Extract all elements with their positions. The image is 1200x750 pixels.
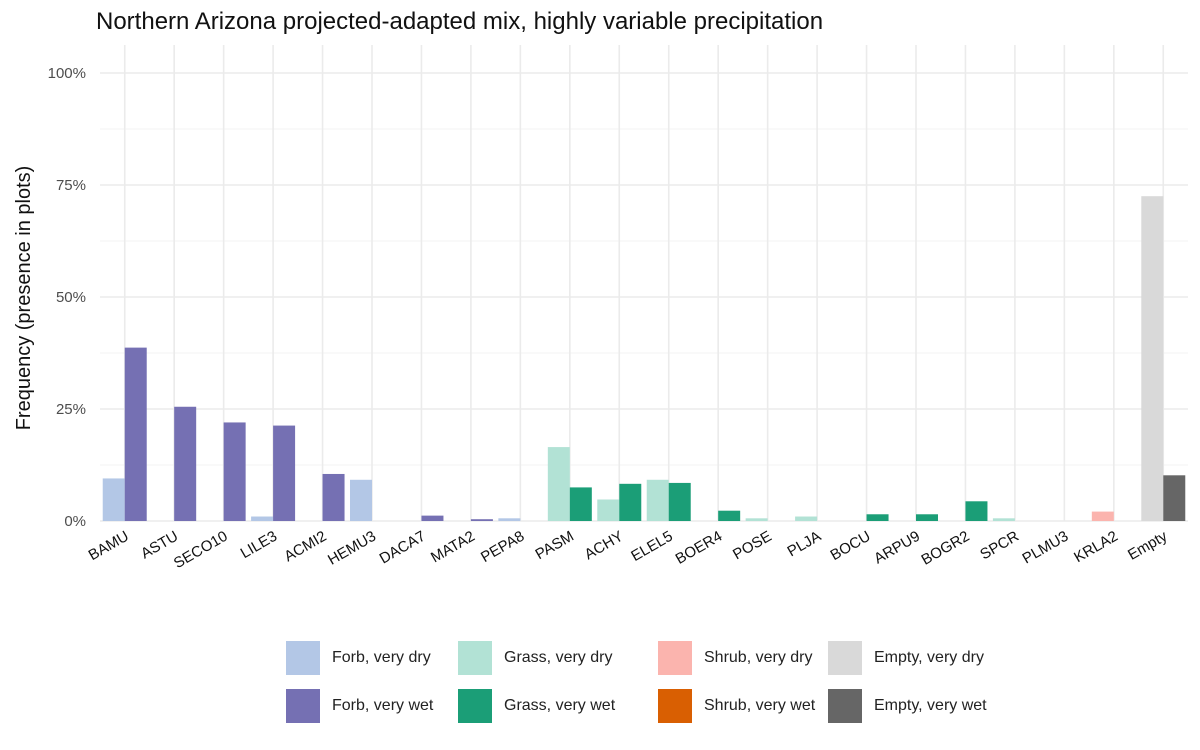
bar-astu-very-wet — [174, 406, 197, 521]
bar-pasm-very-wet — [569, 487, 592, 521]
x-tick-label: SECO10 — [171, 528, 231, 572]
legend-item: Empty, very dry — [828, 641, 984, 675]
bar-bamu-very-dry — [102, 478, 125, 521]
x-tick-label: BOER4 — [673, 528, 726, 568]
x-tick-label: ACHY — [582, 528, 627, 564]
bar-mata2-very-wet — [470, 519, 493, 521]
bar-elel5-very-dry — [646, 479, 669, 521]
x-tick-label: POSE — [730, 528, 775, 564]
legend-swatch — [458, 689, 492, 723]
legend-swatch — [658, 641, 692, 675]
x-tick-label: ACMI2 — [281, 528, 329, 566]
legend-item: Grass, very wet — [458, 689, 615, 723]
legend-swatch — [828, 641, 862, 675]
x-tick-label: PASM — [532, 528, 576, 563]
bar-lile3-very-dry — [251, 516, 274, 521]
legend-label: Forb, very wet — [332, 697, 434, 714]
legend-label: Grass, very wet — [504, 697, 616, 714]
x-tick-label: KRLA2 — [1071, 528, 1121, 566]
legend-item: Forb, very dry — [286, 641, 431, 675]
bar-pasm-very-dry — [547, 447, 570, 521]
bar-lile3-very-wet — [273, 425, 296, 521]
legend-swatch — [458, 641, 492, 675]
bar-seco10-very-wet — [223, 422, 246, 521]
x-tick-label: BOGR2 — [918, 528, 972, 569]
x-tick-label: MATA2 — [428, 528, 478, 567]
legend-item: Grass, very dry — [458, 641, 612, 675]
x-tick-label: SPCR — [977, 528, 1022, 564]
bar-hemu3-very-dry — [350, 479, 372, 521]
bar-krla2-very-dry — [1091, 511, 1114, 521]
x-tick-label: DACA7 — [377, 528, 429, 568]
bar-pose-very-dry — [745, 518, 768, 521]
x-tick-label: BAMU — [86, 528, 132, 564]
bar-achy-very-wet — [619, 483, 642, 521]
legend-item: Shrub, very wet — [658, 689, 815, 723]
x-tick-label: LILE3 — [238, 528, 280, 562]
legend-item: Forb, very wet — [286, 689, 433, 723]
legend-label: Shrub, very dry — [704, 649, 813, 666]
bar-empty-very-wet — [1163, 475, 1186, 521]
legend-item: Shrub, very dry — [658, 641, 812, 675]
legend-swatch — [286, 641, 320, 675]
x-tick-label: PLMU3 — [1020, 528, 1072, 568]
x-tick-label: ARPU9 — [871, 528, 923, 568]
bar-bocu-very-wet — [866, 514, 889, 521]
bar-acmi2-very-wet — [322, 473, 345, 521]
legend-label: Shrub, very wet — [704, 697, 816, 714]
legend: Forb, very dry Forb, very wet Grass, very … — [286, 641, 1046, 737]
y-axis-title: Frequency (presence in plots) — [13, 166, 35, 431]
bar-elel5-very-wet — [668, 482, 691, 521]
x-tick-label: PEPA8 — [478, 528, 527, 566]
x-tick-label: HEMU3 — [325, 528, 379, 569]
chart-title: Northern Arizona projected-adapted mix, … — [96, 8, 824, 35]
bar-bogr2-very-wet — [965, 501, 988, 521]
bar-boer4-very-wet — [718, 510, 741, 521]
bar-spcr-very-dry — [992, 518, 1015, 521]
legend-label: Empty, very dry — [874, 649, 984, 666]
y-tick-label: 75% — [56, 177, 86, 194]
y-tick-label: 100% — [48, 65, 86, 82]
legend-swatch — [658, 689, 692, 723]
bar-daca7-very-wet — [421, 515, 444, 521]
x-tick-label: PLJA — [785, 528, 825, 561]
x-tick-label: BOCU — [828, 528, 874, 564]
y-tick-label: 0% — [64, 513, 86, 530]
legend-label: Forb, very dry — [332, 649, 431, 666]
legend-swatch — [286, 689, 320, 723]
bar-plja-very-dry — [795, 516, 818, 521]
legend-item: Empty, very wet — [828, 689, 987, 723]
x-tick-label: Empty — [1125, 527, 1171, 563]
bar-pepa8-very-dry — [498, 518, 521, 521]
legend-swatch — [828, 689, 862, 723]
x-tick-label: ELEL5 — [628, 528, 676, 565]
y-tick-label: 50% — [56, 289, 86, 306]
bar-achy-very-dry — [597, 499, 620, 521]
y-tick-label: 25% — [56, 401, 86, 418]
bar-empty-very-dry — [1141, 196, 1164, 521]
legend-label: Grass, very dry — [504, 649, 613, 666]
bar-bamu-very-wet — [124, 347, 147, 521]
bar-arpu9-very-wet — [916, 514, 938, 521]
legend-label: Empty, very wet — [874, 697, 987, 714]
